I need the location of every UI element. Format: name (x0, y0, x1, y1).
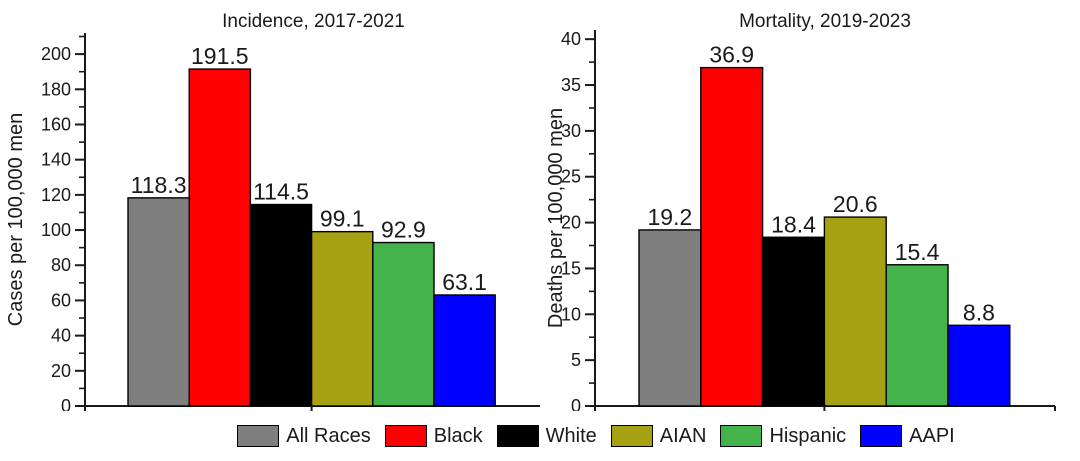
incidence-chart-svg: Incidence, 2017-2021 Cases per 100,000 me… (5, 11, 540, 411)
y-tick-label: 5 (571, 350, 581, 370)
bar-value-label: 36.9 (709, 42, 754, 68)
legend-item-aapi: AAPI (860, 425, 955, 447)
bar-aian (310, 230, 374, 407)
mortality-chart-svg: Mortality, 2019-2023 Deaths per 100,000 m… (545, 11, 1056, 411)
y-tick-label: 10 (561, 304, 581, 324)
y-tick-label: 15 (561, 258, 581, 278)
bar-all-races (127, 197, 190, 407)
bar-value-label: 114.5 (253, 179, 309, 205)
bar-hispanic (372, 241, 435, 407)
y-axis-label: Deaths per 100,000 men (545, 108, 567, 328)
y-tick-label: 25 (561, 167, 581, 187)
bar-value-label: 18.4 (771, 211, 816, 237)
charts-row: Incidence, 2017-2021 Cases per 100,000 me… (0, 0, 1080, 411)
legend-item-all-races: All Races (237, 425, 371, 447)
bar-value-label: 19.2 (648, 204, 693, 230)
y-tick-label: 180 (41, 79, 71, 99)
y-tick-label: 30 (561, 121, 581, 141)
bar-value-label: 63.1 (442, 269, 487, 295)
y-axis-label: Cases per 100,000 men (5, 113, 27, 326)
bar-value-label: 191.5 (191, 43, 249, 69)
legend-item-white: White (496, 425, 597, 447)
legend: All Races Black White AIAN Hispanic AAPI (56, 411, 1080, 461)
legend-swatch-icon (237, 425, 280, 447)
incidence-chart: Incidence, 2017-2021 Cases per 100,000 me… (0, 0, 540, 411)
legend-label: AIAN (659, 425, 707, 447)
bar-value-label: 15.4 (895, 239, 940, 265)
legend-swatch-icon (496, 425, 539, 447)
bar-value-label: 8.8 (963, 299, 995, 325)
bar-aapi (947, 324, 1011, 407)
bar-black (188, 68, 252, 407)
bar-white (249, 203, 313, 407)
legend-swatch-icon (384, 425, 427, 447)
legend-swatch-icon (720, 425, 763, 447)
bar-white (761, 236, 826, 407)
y-tick-label: 140 (41, 150, 71, 170)
bar-black (700, 66, 764, 407)
legend-label: AAPI (909, 425, 955, 447)
legend-item-hispanic: Hispanic (720, 425, 846, 447)
y-tick-label: 40 (51, 326, 71, 346)
bar-hispanic (885, 264, 949, 407)
y-tick-label: 160 (41, 114, 71, 134)
bar-aapi (433, 294, 496, 407)
legend-label: White (545, 425, 597, 447)
y-tick-label: 200 (41, 44, 71, 64)
bar-value-label: 20.6 (833, 191, 878, 217)
mortality-chart: Mortality, 2019-2023 Deaths per 100,000 m… (540, 0, 1080, 411)
chart-title: Mortality, 2019-2023 (739, 11, 911, 32)
bar-value-label: 99.1 (320, 206, 365, 232)
y-tick-label: 120 (41, 185, 71, 205)
bar-all-races (638, 229, 702, 407)
bar-aian (823, 216, 887, 407)
y-tick-label: 20 (51, 361, 71, 381)
y-tick-label: 0 (61, 396, 71, 411)
y-tick-label: 100 (41, 220, 71, 240)
legend-item-black: Black (384, 425, 483, 447)
legend-label: Hispanic (769, 425, 847, 447)
legend-swatch-icon (610, 425, 653, 447)
chart-title: Incidence, 2017-2021 (222, 11, 405, 32)
y-tick-label: 0 (571, 396, 581, 411)
y-tick-label: 20 (561, 213, 581, 233)
y-tick-label: 35 (561, 75, 581, 95)
legend-label: All Races (286, 425, 371, 447)
y-tick-label: 60 (51, 290, 71, 310)
y-tick-label: 80 (51, 255, 71, 275)
bar-value-label: 92.9 (381, 217, 426, 243)
legend-item-aian: AIAN (610, 425, 707, 447)
y-tick-label: 40 (561, 29, 581, 49)
bar-value-label: 118.3 (131, 172, 187, 198)
legend-label: Black (433, 425, 483, 447)
legend-swatch-icon (860, 425, 903, 447)
